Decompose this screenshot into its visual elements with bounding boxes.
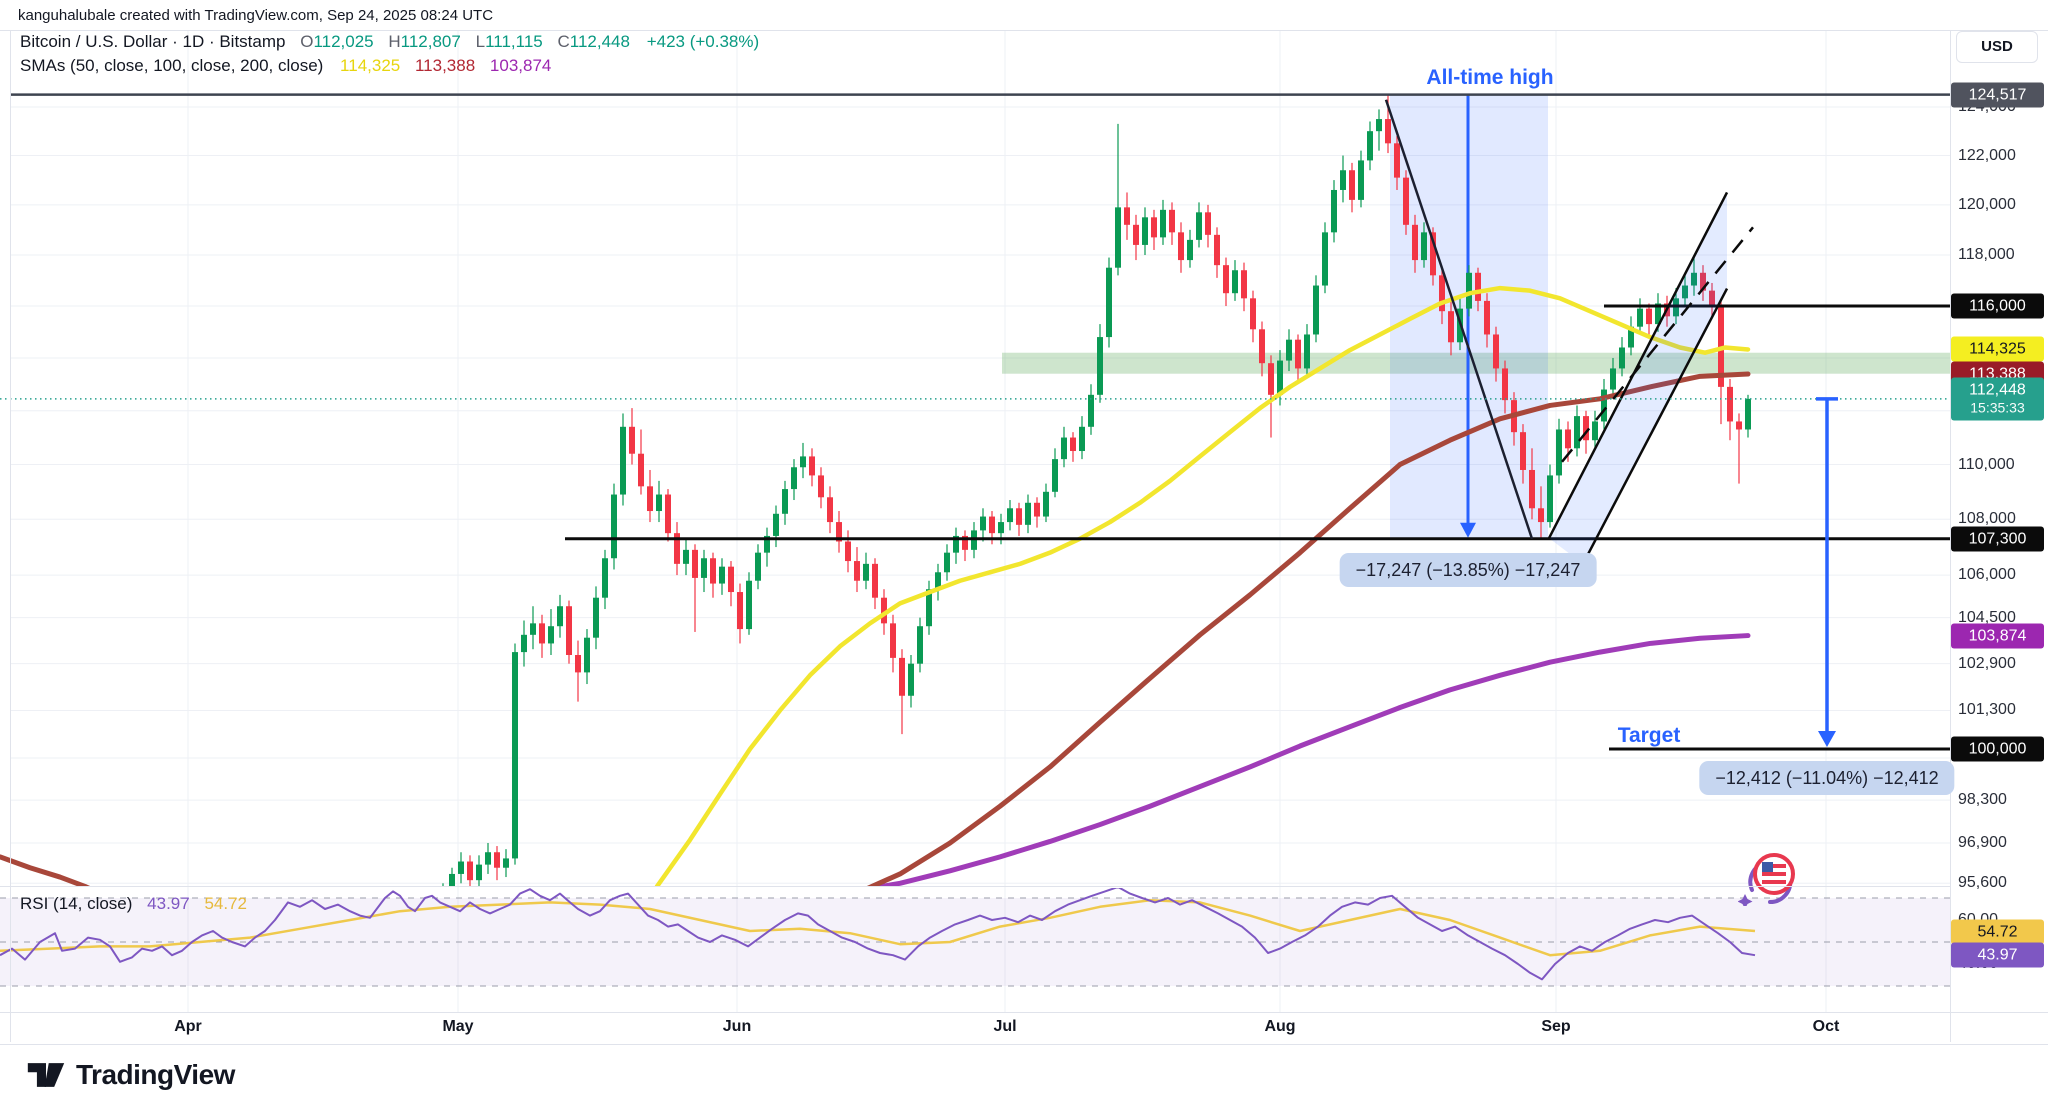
rsi-legend[interactable]: RSI (14, close) 43.97 54.72 <box>20 894 247 914</box>
price-tick: 120,000 <box>1958 195 2016 213</box>
rsi-badge: 43.97 <box>1951 942 2044 968</box>
price-badge: 112,448 15:35:33 <box>1951 377 2044 421</box>
time-label-jun: Jun <box>722 1018 752 1035</box>
time-label-oct: Oct <box>1812 1018 1840 1035</box>
price-badge: 114,325 <box>1951 336 2044 362</box>
price-tick: 118,000 <box>1958 246 2015 264</box>
target-arrow-tool[interactable] <box>1816 397 1838 747</box>
time-label-aug: Aug <box>1264 1018 1296 1035</box>
high-label: H <box>388 32 401 51</box>
time-axis-divider <box>0 1012 2048 1013</box>
rsi-line[interactable] <box>0 887 1756 981</box>
attribution-text: kanguhalubale created with TradingView.c… <box>18 7 494 24</box>
pane-separator[interactable] <box>0 886 1950 887</box>
price-badge: 116,000 <box>1951 293 2044 319</box>
parallel-channel[interactable] <box>1547 191 1754 565</box>
rsi-ma-line[interactable] <box>0 898 1756 957</box>
price-badge: 107,300 <box>1951 526 2044 552</box>
price-tick: 98,300 <box>1958 791 2007 809</box>
price-tick: 122,000 <box>1958 146 2016 164</box>
sma-50-line[interactable] <box>654 285 1751 886</box>
measure-drop-label[interactable]: −17,247 (−13.85%) −17,247 <box>1339 553 1597 587</box>
low-label: L <box>475 32 486 51</box>
all-time-high-annotation[interactable]: All-time high <box>1426 66 1554 89</box>
left-border <box>10 30 11 1042</box>
header-divider <box>0 30 2048 31</box>
open-label: O <box>300 32 314 51</box>
price-tick: 101,300 <box>1958 701 2016 719</box>
sma-100-line-left[interactable] <box>0 854 102 894</box>
sma100-value: 113,388 <box>414 56 476 75</box>
rsi-pane <box>0 887 1950 987</box>
price-tick: 106,000 <box>1958 566 2016 584</box>
close-value: 112,448 <box>569 32 630 51</box>
rsi-ma-value: 54.72 <box>204 894 247 913</box>
low-value: 111,115 <box>485 32 543 51</box>
price-badge: 103,874 <box>1951 623 2044 649</box>
open-value: 112,025 <box>313 32 374 51</box>
main-pane <box>0 94 1950 894</box>
time-label-sep: Sep <box>1541 1018 1571 1035</box>
time-label-jul: Jul <box>993 1018 1017 1035</box>
tradingview-logo-icon <box>27 1063 65 1087</box>
sma50-value: 114,325 <box>340 56 401 75</box>
price-badge: 100,000 <box>1951 736 2044 762</box>
tradingview-logo[interactable]: TradingView <box>26 1058 235 1092</box>
high-value: 112,807 <box>400 32 461 51</box>
change-value: +423 (+0.38%) <box>646 32 760 51</box>
price-tick: 108,000 <box>1958 510 2016 528</box>
axis-divider[interactable] <box>1950 30 1951 1042</box>
rsi-badge: 54.72 <box>1951 919 2044 945</box>
price-tick: 96,900 <box>1958 833 2007 851</box>
rsi-value: 43.97 <box>147 894 190 913</box>
sma200-value: 103,874 <box>489 56 552 75</box>
time-label-may: May <box>442 1018 474 1035</box>
close-label: C <box>557 32 570 51</box>
rsi-legend-title[interactable]: RSI (14, close) <box>20 894 133 913</box>
symbol-legend[interactable]: Bitcoin / U.S. Dollar · 1D · Bitstamp O1… <box>20 32 759 52</box>
sma-legend[interactable]: SMAs (50, close, 100, close, 200, close)… <box>20 56 551 76</box>
sma-legend-title[interactable]: SMAs (50, close, 100, close, 200, close) <box>20 56 324 75</box>
measure-target-label[interactable]: −12,412 (−11.04%) −12,412 <box>1699 761 1955 795</box>
tradingview-logo-text: TradingView <box>76 1059 235 1090</box>
downtrend-line[interactable] <box>1384 99 1534 540</box>
price-badge: 124,517 <box>1951 82 2044 108</box>
sma-200-line[interactable] <box>845 633 1751 893</box>
time-label-apr: Apr <box>174 1018 202 1035</box>
target-annotation[interactable]: Target <box>1617 724 1681 747</box>
price-tick: 110,000 <box>1958 455 2015 473</box>
us-flag-event-icon[interactable] <box>1738 846 1804 906</box>
price-tick: 104,500 <box>1958 608 2016 626</box>
candlestick-series <box>442 94 1751 886</box>
price-tick: 95,600 <box>1958 874 2007 892</box>
supply-zone[interactable] <box>1002 352 1950 374</box>
price-tick: 102,900 <box>1958 654 2016 672</box>
symbol-title[interactable]: Bitcoin / U.S. Dollar · 1D · Bitstamp <box>20 32 286 51</box>
currency-unit-button[interactable]: USD <box>1956 31 2038 63</box>
grid <box>10 31 1950 1012</box>
footer-divider <box>0 1044 2048 1045</box>
